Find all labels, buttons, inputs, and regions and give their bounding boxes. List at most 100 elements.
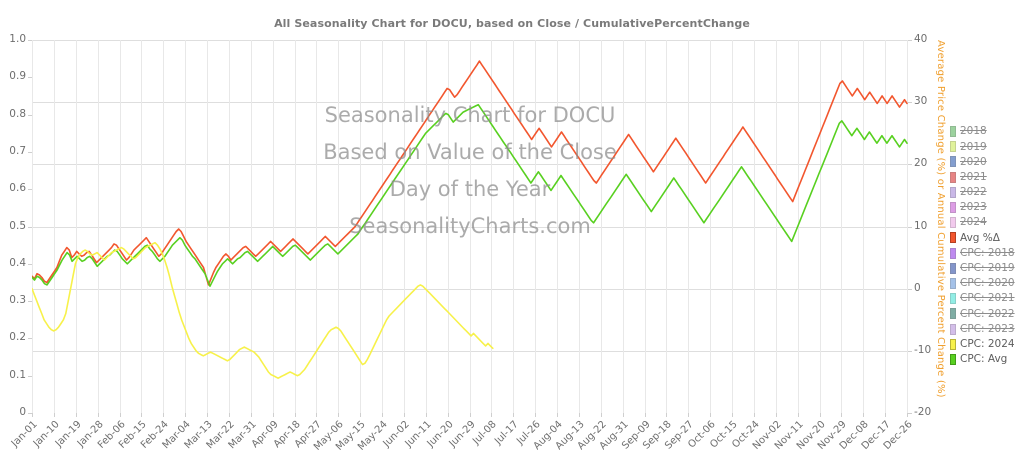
legend-color-swatch (950, 277, 956, 289)
y-axis-left-tickmark (28, 77, 32, 79)
y-axis-right-tickmark (908, 288, 912, 290)
y-axis-left-tick: 0.9 (9, 70, 26, 83)
x-axis-tickmark (404, 413, 405, 417)
y-axis-left-tick: 0.1 (9, 368, 26, 381)
x-axis-tickmark (710, 413, 711, 417)
series-avg- (32, 60, 908, 286)
y-axis-left-tick: 0.6 (9, 182, 26, 195)
x-axis-tickmark (207, 413, 208, 417)
legend-color-swatch (950, 156, 956, 168)
y-axis-right-title: Average Price Change (%) or Annual Cumul… (935, 40, 946, 398)
y-axis-left-tickmark (28, 40, 32, 41)
legend-item-2023[interactable]: 2023 (950, 200, 1024, 215)
y-axis-left-tick: 0.5 (9, 219, 26, 232)
legend-item-cpc-2018[interactable]: CPC: 2018 (950, 246, 1024, 261)
y-axis-right-tick: 20 (914, 157, 928, 170)
x-axis-tickmark (535, 413, 536, 417)
y-axis-left-tick: 0.2 (9, 331, 26, 344)
legend-item-label: CPC: 2023 (960, 322, 1015, 335)
legend-item-label: 2023 (960, 201, 987, 214)
y-axis-left-tickmark (28, 263, 32, 265)
grid-lines (32, 40, 908, 413)
x-axis-tickmark (54, 413, 55, 417)
legend-color-swatch (950, 232, 956, 244)
legend-item-2024[interactable]: 2024 (950, 215, 1024, 230)
y-axis-left-tickmark (28, 338, 32, 340)
x-axis-tickmark (688, 413, 689, 417)
x-axis-tickmark (32, 413, 33, 417)
legend-item-cpc-2023[interactable]: CPC: 2023 (950, 321, 1024, 336)
x-axis-tickmark (732, 413, 733, 417)
x-axis-tickmark (338, 413, 339, 417)
x-axis-tickmark (841, 413, 842, 417)
x-axis-tickmark (513, 413, 514, 417)
x-axis-tickmark (557, 413, 558, 417)
legend-item-label: Avg %Δ (960, 231, 1000, 244)
x-axis-tickmark (229, 413, 230, 417)
legend-color-swatch (950, 247, 956, 259)
y-axis-right-tickmark (908, 413, 912, 414)
x-axis-tickmark (141, 413, 142, 417)
y-axis-right-tick: -10 (914, 343, 932, 356)
y-axis-right-tickmark (908, 40, 912, 41)
x-axis-tickmark (120, 413, 121, 417)
x-axis-tickmark (645, 413, 646, 417)
legend-item-label: CPC: 2021 (960, 292, 1015, 305)
legend-color-swatch (950, 171, 956, 183)
legend-item-label: 2021 (960, 170, 987, 183)
legend-item-2020[interactable]: 2020 (950, 154, 1024, 169)
x-axis-tickmark (885, 413, 886, 417)
y-axis-right-tick: -20 (914, 406, 932, 418)
x-axis-tickmark (273, 413, 274, 417)
legend-item-cpc-avg[interactable]: CPC: Avg (950, 352, 1024, 367)
x-axis-tickmark (863, 413, 864, 417)
x-axis-tickmark (295, 413, 296, 417)
y-axis-left-tick: 1.0 (9, 33, 26, 45)
y-axis-right-tick: 0 (914, 281, 921, 294)
x-axis-tickmark (776, 413, 777, 417)
x-axis-tickmark (820, 413, 821, 417)
legend-item-label: 2018 (960, 125, 987, 138)
legend-item-label: 2020 (960, 155, 987, 168)
legend-color-swatch (950, 262, 956, 274)
legend-item-label: CPC: 2018 (960, 246, 1015, 259)
x-axis-tickmark (382, 413, 383, 417)
legend-color-swatch (950, 323, 956, 335)
x-axis-tickmark (470, 413, 471, 417)
x-axis-tickmark (163, 413, 164, 417)
x-axis-tickmark (798, 413, 799, 417)
legend-item-label: 2022 (960, 186, 987, 199)
y-axis-left-tick: 0.8 (9, 107, 26, 120)
page-title: All Seasonality Chart for DOCU, based on… (274, 17, 750, 30)
x-axis-tickmark (666, 413, 667, 417)
y-axis-left-tick: 0.3 (9, 294, 26, 307)
legend-item-cpc-2024[interactable]: CPC: 2024 (950, 337, 1024, 352)
legend-item-2019[interactable]: 2019 (950, 139, 1024, 154)
legend-item-avg-[interactable]: Avg %Δ (950, 230, 1024, 245)
x-axis-tickmark (426, 413, 427, 417)
legend-item-cpc-2022[interactable]: CPC: 2022 (950, 306, 1024, 321)
x-axis-tickmark (448, 413, 449, 417)
y-axis-right-tick: 10 (914, 219, 928, 232)
legend-item-cpc-2019[interactable]: CPC: 2019 (950, 261, 1024, 276)
x-axis-tickmark (601, 413, 602, 417)
y-axis-right-tick: 30 (914, 95, 928, 108)
legend-item-cpc-2021[interactable]: CPC: 2021 (950, 291, 1024, 306)
legend[interactable]: 2018 2019 2020 2021 2022 2023 2024 Avg %Δ CPC: 2… (950, 124, 1024, 367)
legend-color-swatch (950, 353, 956, 365)
x-axis-tickmark (98, 413, 99, 417)
legend-item-2021[interactable]: 2021 (950, 170, 1024, 185)
legend-item-2018[interactable]: 2018 (950, 124, 1024, 139)
y-axis-left-tickmark (28, 375, 32, 377)
legend-color-swatch (950, 141, 956, 153)
legend-item-2022[interactable]: 2022 (950, 185, 1024, 200)
plot-area: Seasonality Chart for DOCU Based on Valu… (32, 40, 908, 413)
x-axis-tickmark (185, 413, 186, 417)
legend-item-cpc-2020[interactable]: CPC: 2020 (950, 276, 1024, 291)
x-axis-tickmark (360, 413, 361, 417)
x-axis-tickmark (623, 413, 624, 417)
legend-item-label: CPC: 2024 (960, 337, 1015, 350)
legend-item-label: CPC: 2019 (960, 262, 1015, 275)
y-axis-left-tickmark (28, 226, 32, 228)
